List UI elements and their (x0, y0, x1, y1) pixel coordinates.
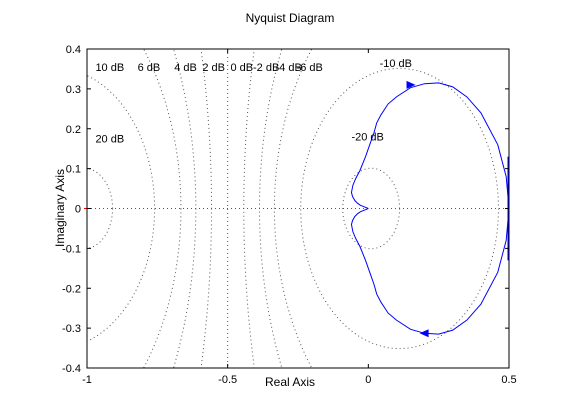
m-circle-label-8: -10 dB (380, 58, 412, 70)
m-circle-20db (87, 167, 114, 250)
m-circle-label-3: 2 dB (202, 62, 225, 74)
x-tick-label-3: 0.5 (501, 374, 516, 386)
m-circle-neg10db (300, 67, 499, 350)
direction-arrow-1 (419, 329, 429, 338)
m-circle-label-10: 20 dB (95, 134, 124, 146)
m-circle-label-0: 10 dB (95, 62, 124, 74)
y-tick-label-8: 0.4 (66, 44, 81, 56)
x-tick-label-0: -1 (82, 374, 92, 386)
y-axis-ticks: -0.4 -0.3 -0.2 -0.1 0 0.1 0.2 0.3 0.4 (62, 44, 509, 375)
y-tick-label-6: 0.2 (66, 124, 81, 136)
y-tick-label-0: -0.4 (62, 363, 81, 375)
m-circle-10db (87, 75, 156, 342)
y-axis-label: Imaginary Axis (53, 169, 67, 247)
m-circle-label-9: -20 dB (351, 132, 383, 144)
x-axis-label: Real Axis (265, 375, 315, 389)
nyquist-curve-lower-0 (350, 208, 509, 335)
y-tick-label-1: -0.3 (62, 323, 81, 335)
x-tick-label-2: 0 (365, 374, 371, 386)
m-circle-labels: 10 dB 6 dB 4 dB 2 dB 0 dB -2 dB-4 dB-6 dB -10 … (95, 58, 412, 146)
m-circle-neg6db (273, 49, 313, 368)
m-circle-6db (142, 49, 182, 368)
m-circle-label-6: -4 dB (275, 62, 301, 74)
m-circle-label-5: -2 dB (253, 62, 279, 74)
y-tick-label-3: -0.1 (62, 243, 81, 255)
y-tick-label-5: 0.1 (66, 164, 81, 176)
m-circle-label-1: 6 dB (138, 62, 161, 74)
nyquist-curve-upper-0 (350, 82, 509, 209)
direction-arrow-0 (406, 80, 416, 89)
y-tick-label-2: -0.2 (62, 283, 81, 295)
m-circle-label-7: -6 dB (297, 62, 323, 74)
chart-title: Nyquist Diagram (246, 11, 335, 25)
m-circle-label-2: 4 dB (174, 62, 197, 74)
y-tick-label-7: 0.3 (66, 84, 81, 96)
y-tick-label-4: 0 (75, 204, 81, 216)
m-circle-label-4: 0 dB (230, 62, 253, 74)
x-tick-label-1: -0.5 (218, 374, 237, 386)
x-axis-ticks: -1 -0.5 0 0.5 (82, 49, 517, 386)
